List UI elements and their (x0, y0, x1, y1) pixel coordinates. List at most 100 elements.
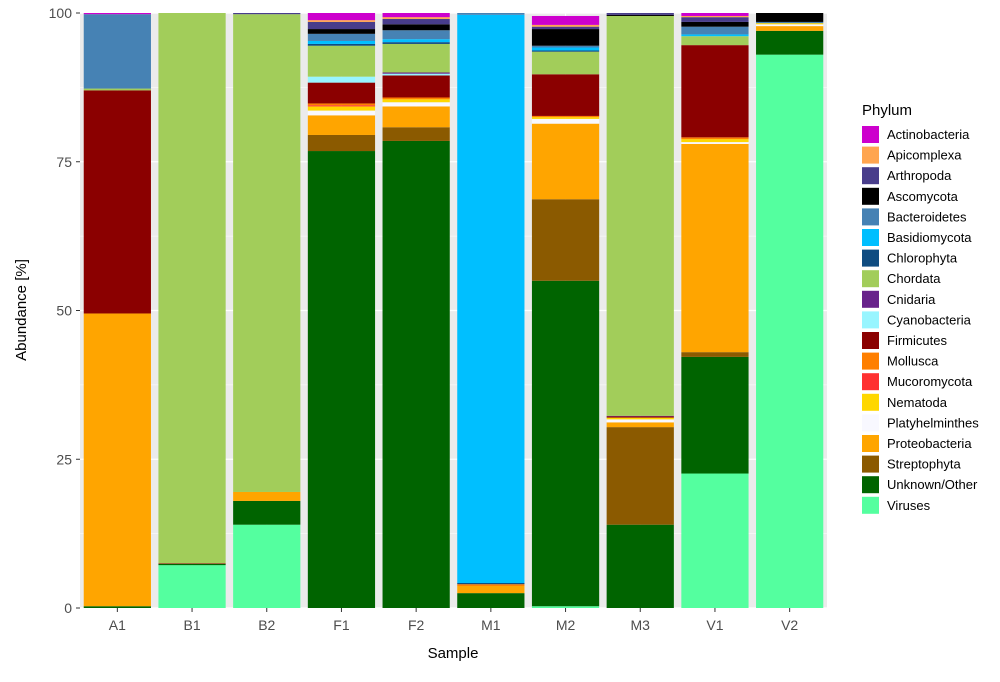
x-tick-label: B1 (183, 617, 200, 633)
legend-key (862, 455, 879, 473)
legend-key (862, 414, 879, 432)
legend-key (862, 126, 879, 143)
bar-segment (606, 422, 674, 428)
bar-segment (531, 29, 600, 46)
bar-segment (83, 13, 151, 15)
bar-segment (233, 500, 301, 525)
x-tick-label: A1 (109, 617, 126, 633)
bar-segment (531, 117, 600, 119)
bar-segment (382, 30, 450, 40)
legend-label: Bacteroidetes (887, 209, 967, 224)
x-tick-label: F1 (333, 617, 350, 633)
bar-segment (681, 143, 749, 353)
bar-segment (382, 102, 450, 107)
bar-segment (606, 15, 674, 416)
bar-segment (382, 106, 450, 128)
bar-segment (233, 14, 301, 492)
bar-segment (382, 127, 450, 141)
bar-segment (457, 583, 525, 585)
bar-segment (307, 45, 376, 77)
x-tick-label: V2 (781, 617, 798, 633)
bar-segment (606, 14, 674, 16)
bar-segment (531, 118, 600, 124)
bar-segment (307, 115, 376, 135)
bar-segment (531, 115, 600, 118)
bar-segment (307, 106, 376, 111)
bar-segment (307, 43, 376, 46)
bar-segment (756, 24, 824, 27)
bar-segment (681, 352, 749, 357)
legend-key (862, 435, 879, 452)
bars-layer (83, 13, 824, 609)
bar-segment (531, 199, 600, 281)
bar-segment (531, 15, 600, 25)
bar-segment (681, 21, 749, 27)
bar-segment (531, 50, 600, 52)
legend-label: Firmicutes (887, 333, 947, 348)
bar-segment (681, 15, 749, 18)
bar-segment (233, 491, 301, 501)
bar-segment (382, 75, 450, 98)
bar-segment (457, 584, 525, 586)
legend-key (862, 167, 879, 185)
bar-segment (83, 88, 151, 91)
bar-segment (756, 54, 824, 608)
bar-segment (307, 151, 376, 609)
bar-segment (382, 97, 450, 100)
legend-label: Viruses (887, 498, 931, 513)
legend-key (862, 393, 879, 411)
x-axis: A1 B1 B2 F1 F2 M1 M2 M3 V1 V2 (109, 608, 798, 633)
legend-label: Cnidaria (887, 292, 936, 307)
x-tick-label: F2 (408, 617, 425, 633)
bar-segment (158, 565, 226, 608)
bar-segment (382, 24, 450, 31)
bar-segment (531, 606, 600, 608)
bar-segment (382, 140, 450, 609)
legend-key (862, 373, 879, 391)
bar-segment (606, 419, 674, 423)
legend-label: Mucoromycota (887, 374, 973, 389)
bar-segment (233, 524, 301, 608)
bar-segment (606, 417, 674, 420)
y-tick-label: 100 (49, 5, 73, 21)
bar-segment (606, 415, 674, 417)
bar-segment (307, 29, 376, 34)
bar-segment (83, 606, 151, 608)
bar-segment (531, 123, 600, 200)
bar-segment (233, 13, 301, 15)
bar-segment (158, 13, 226, 564)
bar-segment (681, 13, 749, 16)
legend-title: Phylum (862, 102, 912, 119)
bar-segment (531, 74, 600, 116)
bar-segment (382, 13, 450, 18)
bar-segment (307, 82, 376, 104)
bar-segment (382, 72, 450, 74)
bar-segment (681, 34, 749, 37)
y-tick-label: 25 (56, 451, 72, 467)
legend-label: Proteobacteria (887, 436, 972, 451)
legend-key (862, 208, 879, 226)
bar-segment (307, 40, 376, 44)
legend-key (862, 146, 879, 164)
legend-label: Apicomplexa (887, 148, 962, 163)
bar-segment (606, 416, 674, 418)
legend-key (862, 352, 879, 370)
legend-key (862, 249, 879, 267)
x-tick-label: V1 (706, 617, 723, 633)
bar-segment (681, 17, 749, 22)
legend-key (862, 496, 879, 514)
bar-segment (307, 105, 376, 107)
bar-segment (681, 473, 749, 608)
x-tick-label: M1 (481, 617, 501, 633)
legend-key (862, 332, 879, 349)
x-axis-title: Sample (428, 645, 479, 662)
bar-segment (457, 14, 525, 584)
legend-key (862, 290, 879, 308)
legend: Phylum Actinobacteria Apicomplexa Arthropo… (862, 102, 979, 514)
bar-segment (83, 313, 151, 607)
legend-label: Ascomycota (887, 189, 959, 204)
bar-segment (457, 585, 525, 594)
y-axis-title: Abundance [%] (13, 259, 30, 361)
bar-segment (158, 563, 226, 564)
